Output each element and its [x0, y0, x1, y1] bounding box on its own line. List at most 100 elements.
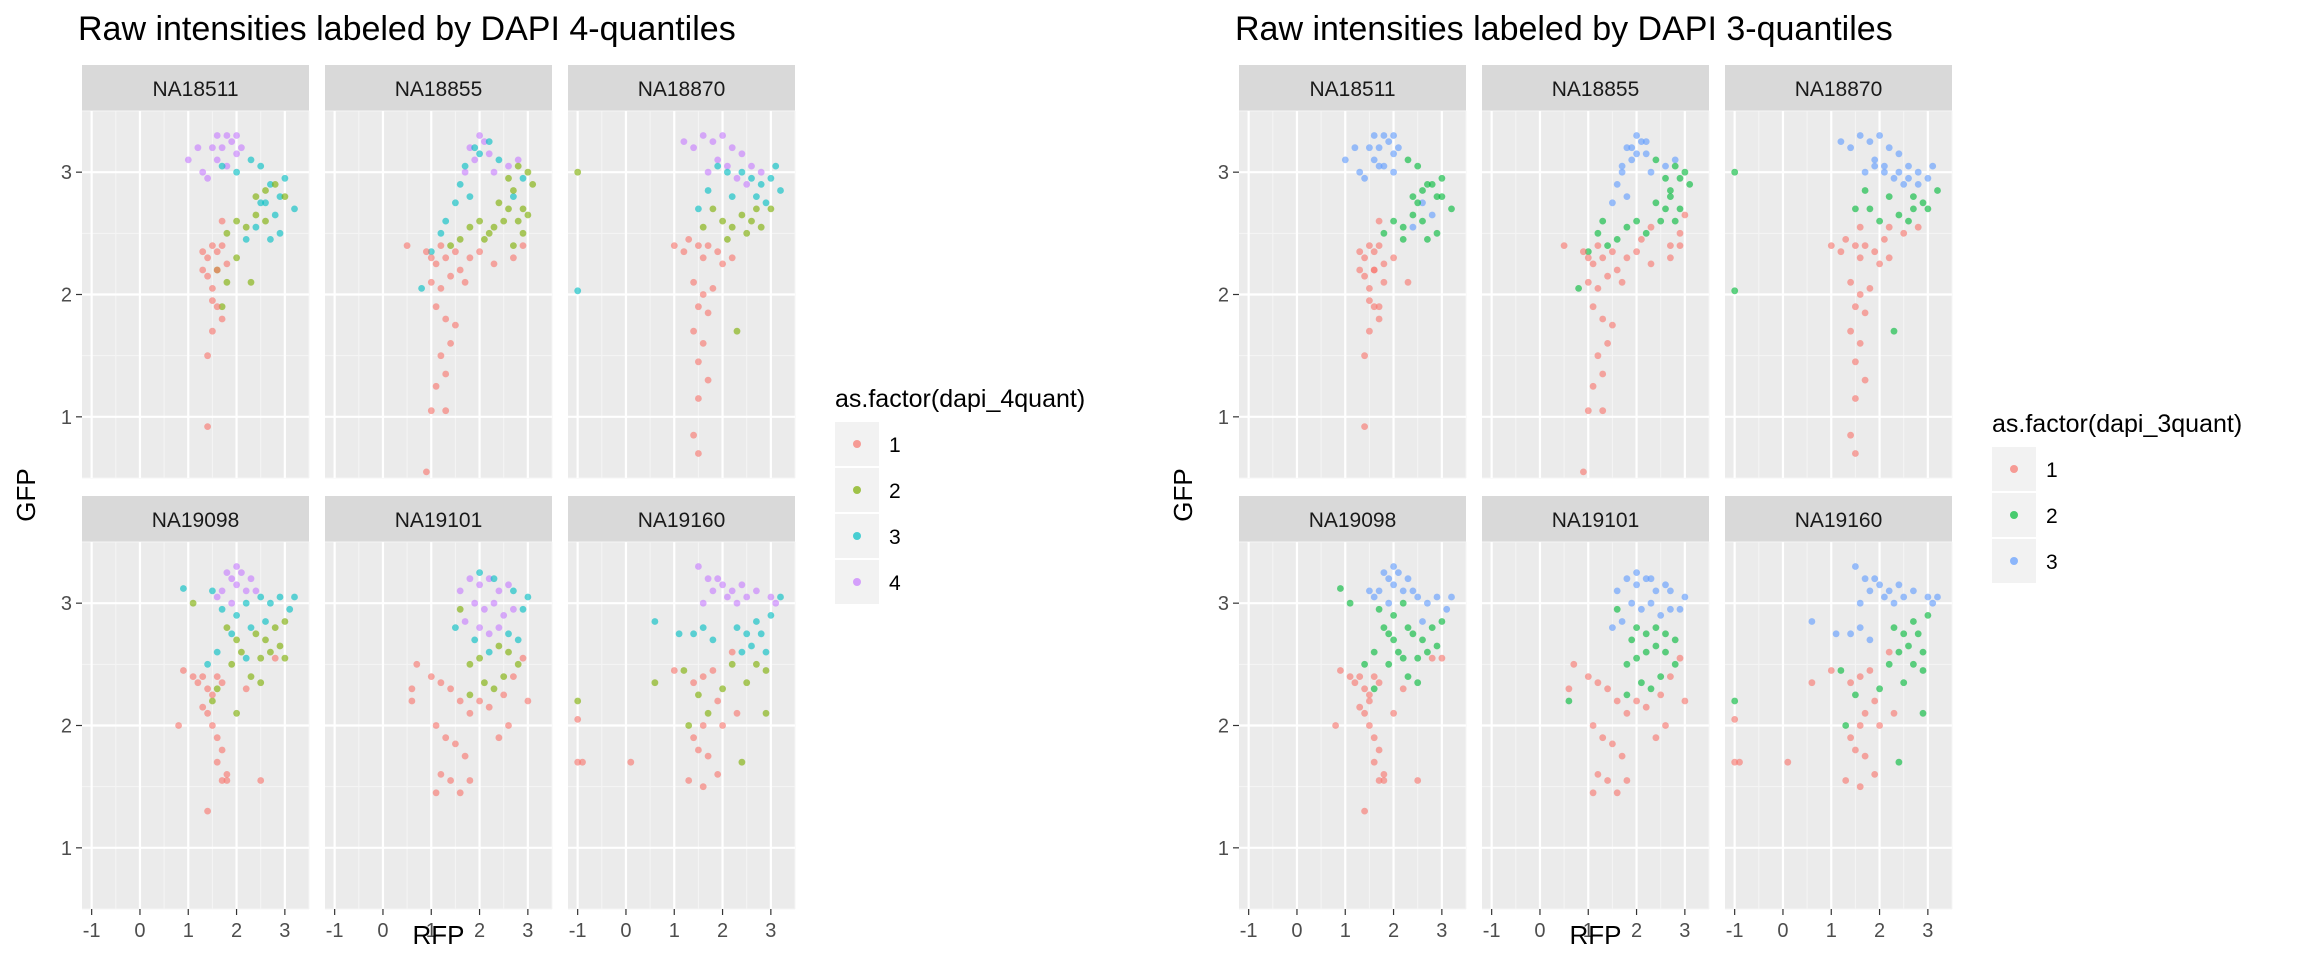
- x-tick-label: 3: [1436, 920, 1447, 942]
- data-point: [442, 734, 450, 742]
- data-point: [242, 599, 250, 607]
- data-point: [209, 587, 216, 595]
- data-point: [1623, 575, 1631, 583]
- facet-panel: NA18870: [1725, 65, 1953, 479]
- data-point: [574, 758, 582, 766]
- data-point: [194, 679, 202, 687]
- data-point: [1638, 236, 1645, 243]
- data-point: [699, 673, 707, 680]
- data-point: [1390, 254, 1397, 262]
- facet-strip: [325, 65, 552, 111]
- data-point: [1638, 679, 1645, 687]
- data-point: [228, 138, 236, 146]
- x-tick-label: -1: [326, 920, 344, 942]
- data-point: [1604, 242, 1611, 250]
- data-point: [1837, 667, 1845, 674]
- data-point: [699, 340, 707, 347]
- data-point: [1671, 660, 1679, 668]
- data-point: [476, 569, 483, 576]
- data-point: [466, 193, 474, 201]
- data-point: [209, 242, 216, 250]
- data-point: [485, 703, 493, 711]
- data-point: [490, 168, 498, 176]
- data-point: [1652, 624, 1660, 631]
- data-point: [1356, 248, 1364, 256]
- data-point: [442, 407, 450, 415]
- data-point: [189, 599, 197, 607]
- y-axis-title: GFP: [11, 468, 41, 521]
- data-point: [1827, 242, 1835, 250]
- data-point: [762, 648, 770, 656]
- data-point: [505, 581, 512, 589]
- data-point: [238, 144, 245, 152]
- data-point: [233, 150, 241, 158]
- data-point: [1370, 156, 1378, 164]
- data-point: [1681, 593, 1689, 601]
- data-point: [209, 697, 216, 705]
- data-point: [1613, 605, 1621, 613]
- data-point: [514, 217, 522, 225]
- data-point: [437, 771, 445, 778]
- data-point: [1438, 193, 1446, 201]
- data-point: [1895, 581, 1903, 589]
- data-point: [1657, 217, 1665, 225]
- data-point: [1390, 612, 1397, 619]
- data-point: [194, 144, 202, 152]
- legend-label: 1: [2046, 459, 2058, 482]
- data-point: [1584, 278, 1592, 286]
- data-point: [1914, 168, 1922, 176]
- data-point: [238, 648, 245, 656]
- data-point: [1633, 654, 1640, 662]
- data-point: [257, 679, 265, 687]
- data-point: [1847, 327, 1854, 335]
- data-point: [704, 376, 712, 384]
- data-point: [1885, 648, 1893, 656]
- data-point: [276, 593, 284, 601]
- x-tick-label: -1: [1483, 920, 1501, 942]
- data-point: [1852, 563, 1859, 570]
- data-point: [1736, 758, 1743, 766]
- data-point: [1623, 660, 1631, 668]
- data-point: [228, 575, 236, 583]
- data-point: [485, 138, 493, 146]
- data-point: [432, 789, 440, 797]
- data-point: [233, 612, 241, 619]
- facet-strip: [1725, 65, 1952, 111]
- data-point: [223, 260, 231, 268]
- data-point: [1876, 685, 1883, 693]
- data-point: [704, 309, 712, 317]
- x-tick-label: -1: [83, 920, 101, 942]
- data-point: [247, 673, 255, 680]
- facet-panel: NA18870: [568, 65, 796, 479]
- data-point: [1914, 223, 1922, 231]
- data-point: [680, 248, 688, 256]
- data-point: [1676, 205, 1684, 213]
- data-point: [1380, 229, 1388, 237]
- data-point: [1409, 223, 1417, 231]
- y-tick-label: 1: [61, 407, 72, 429]
- x-tick-label: 0: [1777, 920, 1788, 942]
- data-point: [1866, 285, 1874, 292]
- data-point: [699, 722, 707, 729]
- facet-strip: [568, 65, 795, 111]
- data-point: [291, 593, 298, 601]
- data-point: [1584, 407, 1592, 415]
- data-point: [743, 229, 751, 237]
- data-point: [724, 593, 731, 601]
- data-point: [209, 144, 216, 152]
- data-point: [1633, 697, 1640, 705]
- data-point: [1900, 630, 1908, 638]
- data-point: [1584, 254, 1592, 262]
- data-point: [1375, 587, 1383, 595]
- data-point: [1929, 599, 1937, 607]
- data-point: [685, 236, 693, 243]
- data-point: [514, 156, 522, 164]
- data-point: [529, 181, 537, 188]
- data-point: [1924, 174, 1932, 182]
- data-point: [1414, 777, 1422, 784]
- data-point: [223, 162, 231, 170]
- data-point: [408, 697, 416, 705]
- facet-strip-label: NA18870: [638, 78, 726, 101]
- x-tick-label: 0: [1291, 920, 1302, 942]
- data-point: [1623, 691, 1631, 699]
